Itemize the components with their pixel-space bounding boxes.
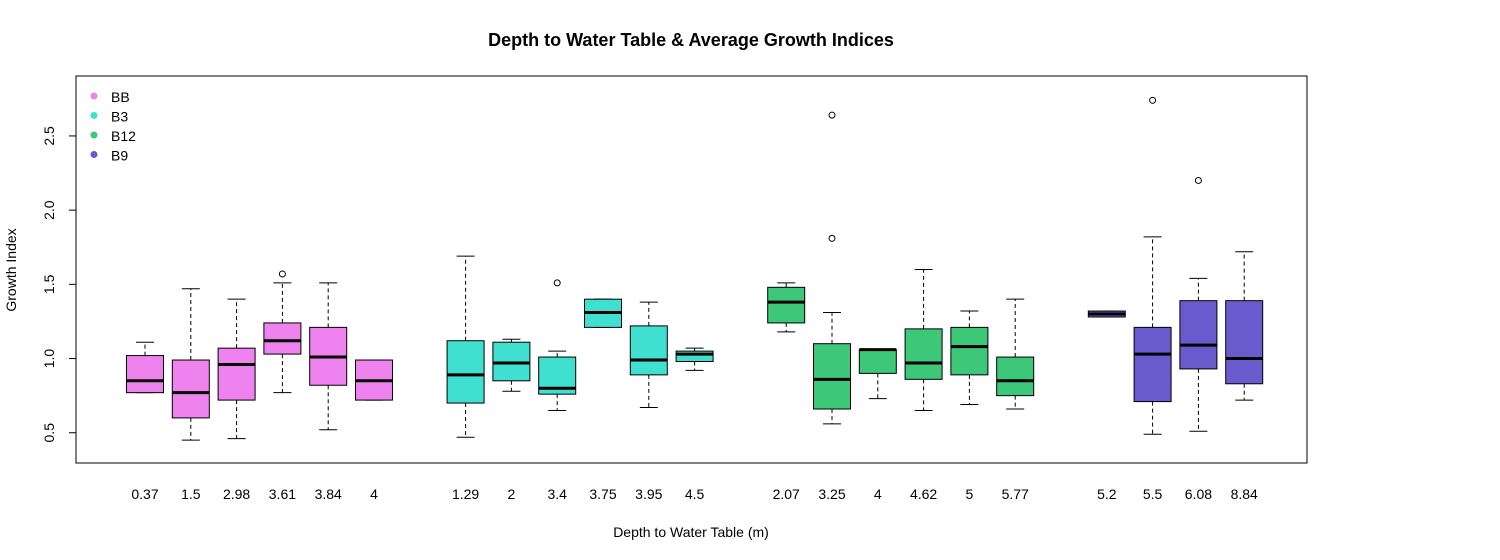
y-tick-label: 1.5	[41, 274, 57, 294]
iqr-box	[813, 343, 851, 410]
outlier-point	[278, 270, 286, 278]
y-tick-label: 0.5	[41, 423, 57, 443]
box-B3-3.75	[584, 298, 622, 328]
box-B3-1.29	[446, 255, 485, 438]
box-BB-1.5	[171, 288, 210, 441]
x-tick-label: 3.75	[589, 486, 616, 502]
legend-marker-B12	[90, 131, 98, 139]
x-tick-label: 0.37	[131, 486, 158, 502]
x-tick-label: 3.25	[818, 486, 845, 502]
y-tick-label: 2.5	[41, 126, 57, 146]
plot-frame	[75, 75, 1308, 464]
iqr-box	[1179, 300, 1218, 370]
outlier-point	[828, 234, 836, 242]
x-tick-label: 5.5	[1143, 486, 1163, 502]
iqr-box	[950, 326, 989, 376]
iqr-box	[675, 350, 714, 363]
x-tick-label: 5.2	[1097, 486, 1117, 502]
iqr-box	[171, 359, 210, 419]
iqr-box	[217, 347, 256, 401]
box-B9-5.2	[1087, 310, 1126, 318]
x-tick-label: 4	[370, 486, 378, 502]
legend-label-B12: B12	[111, 128, 136, 144]
box-B9-8.84	[1225, 251, 1264, 401]
box-B12-4.62	[904, 269, 943, 411]
x-tick-label: 3.84	[315, 486, 342, 502]
legend-label-BB: BB	[111, 89, 130, 105]
iqr-box	[858, 349, 897, 374]
iqr-box	[446, 340, 485, 404]
x-tick-label: 3.4	[547, 486, 567, 502]
y-tick-label: 2.0	[41, 200, 57, 220]
x-tick-label: 1.5	[181, 486, 201, 502]
x-tick-label: 4.62	[910, 486, 937, 502]
box-BB-4	[355, 359, 393, 401]
box-B12-4	[858, 348, 897, 400]
box-BB-3.84	[309, 282, 348, 431]
x-axis-label: Depth to Water Table (m)	[613, 524, 769, 540]
iqr-box	[904, 328, 943, 380]
outlier-point	[553, 279, 561, 287]
box-B9-6.08	[1179, 176, 1218, 432]
iqr-box	[126, 355, 164, 394]
box-series	[126, 96, 1264, 441]
y-tick-label: 1.0	[41, 349, 57, 369]
x-tick-label: 3.61	[269, 486, 296, 502]
legend-label-B3: B3	[111, 109, 128, 125]
x-tick-label: 6.08	[1185, 486, 1212, 502]
box-B12-5	[950, 310, 989, 406]
box-B12-2.07	[767, 282, 806, 333]
outlier-point	[1194, 176, 1202, 184]
x-tick-label: 4.5	[685, 486, 705, 502]
y-axis-label: Growth Index	[3, 228, 19, 311]
iqr-box	[1225, 300, 1264, 385]
box-B3-3.4	[538, 279, 577, 411]
x-tick-label: 2.07	[773, 486, 800, 502]
x-tick-label: 5	[966, 486, 974, 502]
x-tick-label: 4	[874, 486, 882, 502]
legend-marker-BB	[90, 92, 98, 100]
box-B3-4.5	[675, 347, 714, 371]
box-B3-3.95	[629, 301, 668, 409]
x-tick-label: 2	[508, 486, 516, 502]
x-tick-label: 3.95	[635, 486, 662, 502]
x-tick-label: 8.84	[1231, 486, 1258, 502]
x-tick-label: 5.77	[1002, 486, 1029, 502]
legend-label-B9: B9	[111, 148, 128, 164]
box-B9-5.5	[1133, 96, 1172, 435]
iqr-box	[263, 322, 302, 355]
x-tick-label: 1.29	[452, 486, 479, 502]
outlier-point	[1149, 96, 1157, 104]
legend-marker-B9	[90, 151, 98, 158]
y-axis: 0.5 1.0 1.5 2.0 2.5	[41, 126, 77, 443]
iqr-box	[996, 356, 1035, 397]
x-tick-label: 2.98	[223, 486, 250, 502]
box-B3-2	[492, 338, 531, 392]
chart-title: Depth to Water Table & Average Growth In…	[488, 30, 894, 50]
iqr-box	[1133, 326, 1172, 403]
box-BB-2.98	[217, 298, 256, 440]
legend-marker-B3	[90, 112, 98, 119]
iqr-box	[629, 325, 668, 376]
outlier-point	[828, 111, 836, 119]
box-BB-3.61	[263, 270, 302, 394]
legend: BB B3 B12 B9	[90, 89, 136, 164]
x-tick-labels: 0.37 1.5 2.98 3.61 3.84 4 1.29 2 3.4 3.75 3.95 4.5 2…	[131, 486, 1258, 502]
box-B12-3.25	[813, 111, 851, 425]
box-BB-0.37	[126, 341, 164, 394]
box-B12-5.77	[996, 298, 1035, 410]
iqr-box	[767, 286, 806, 324]
